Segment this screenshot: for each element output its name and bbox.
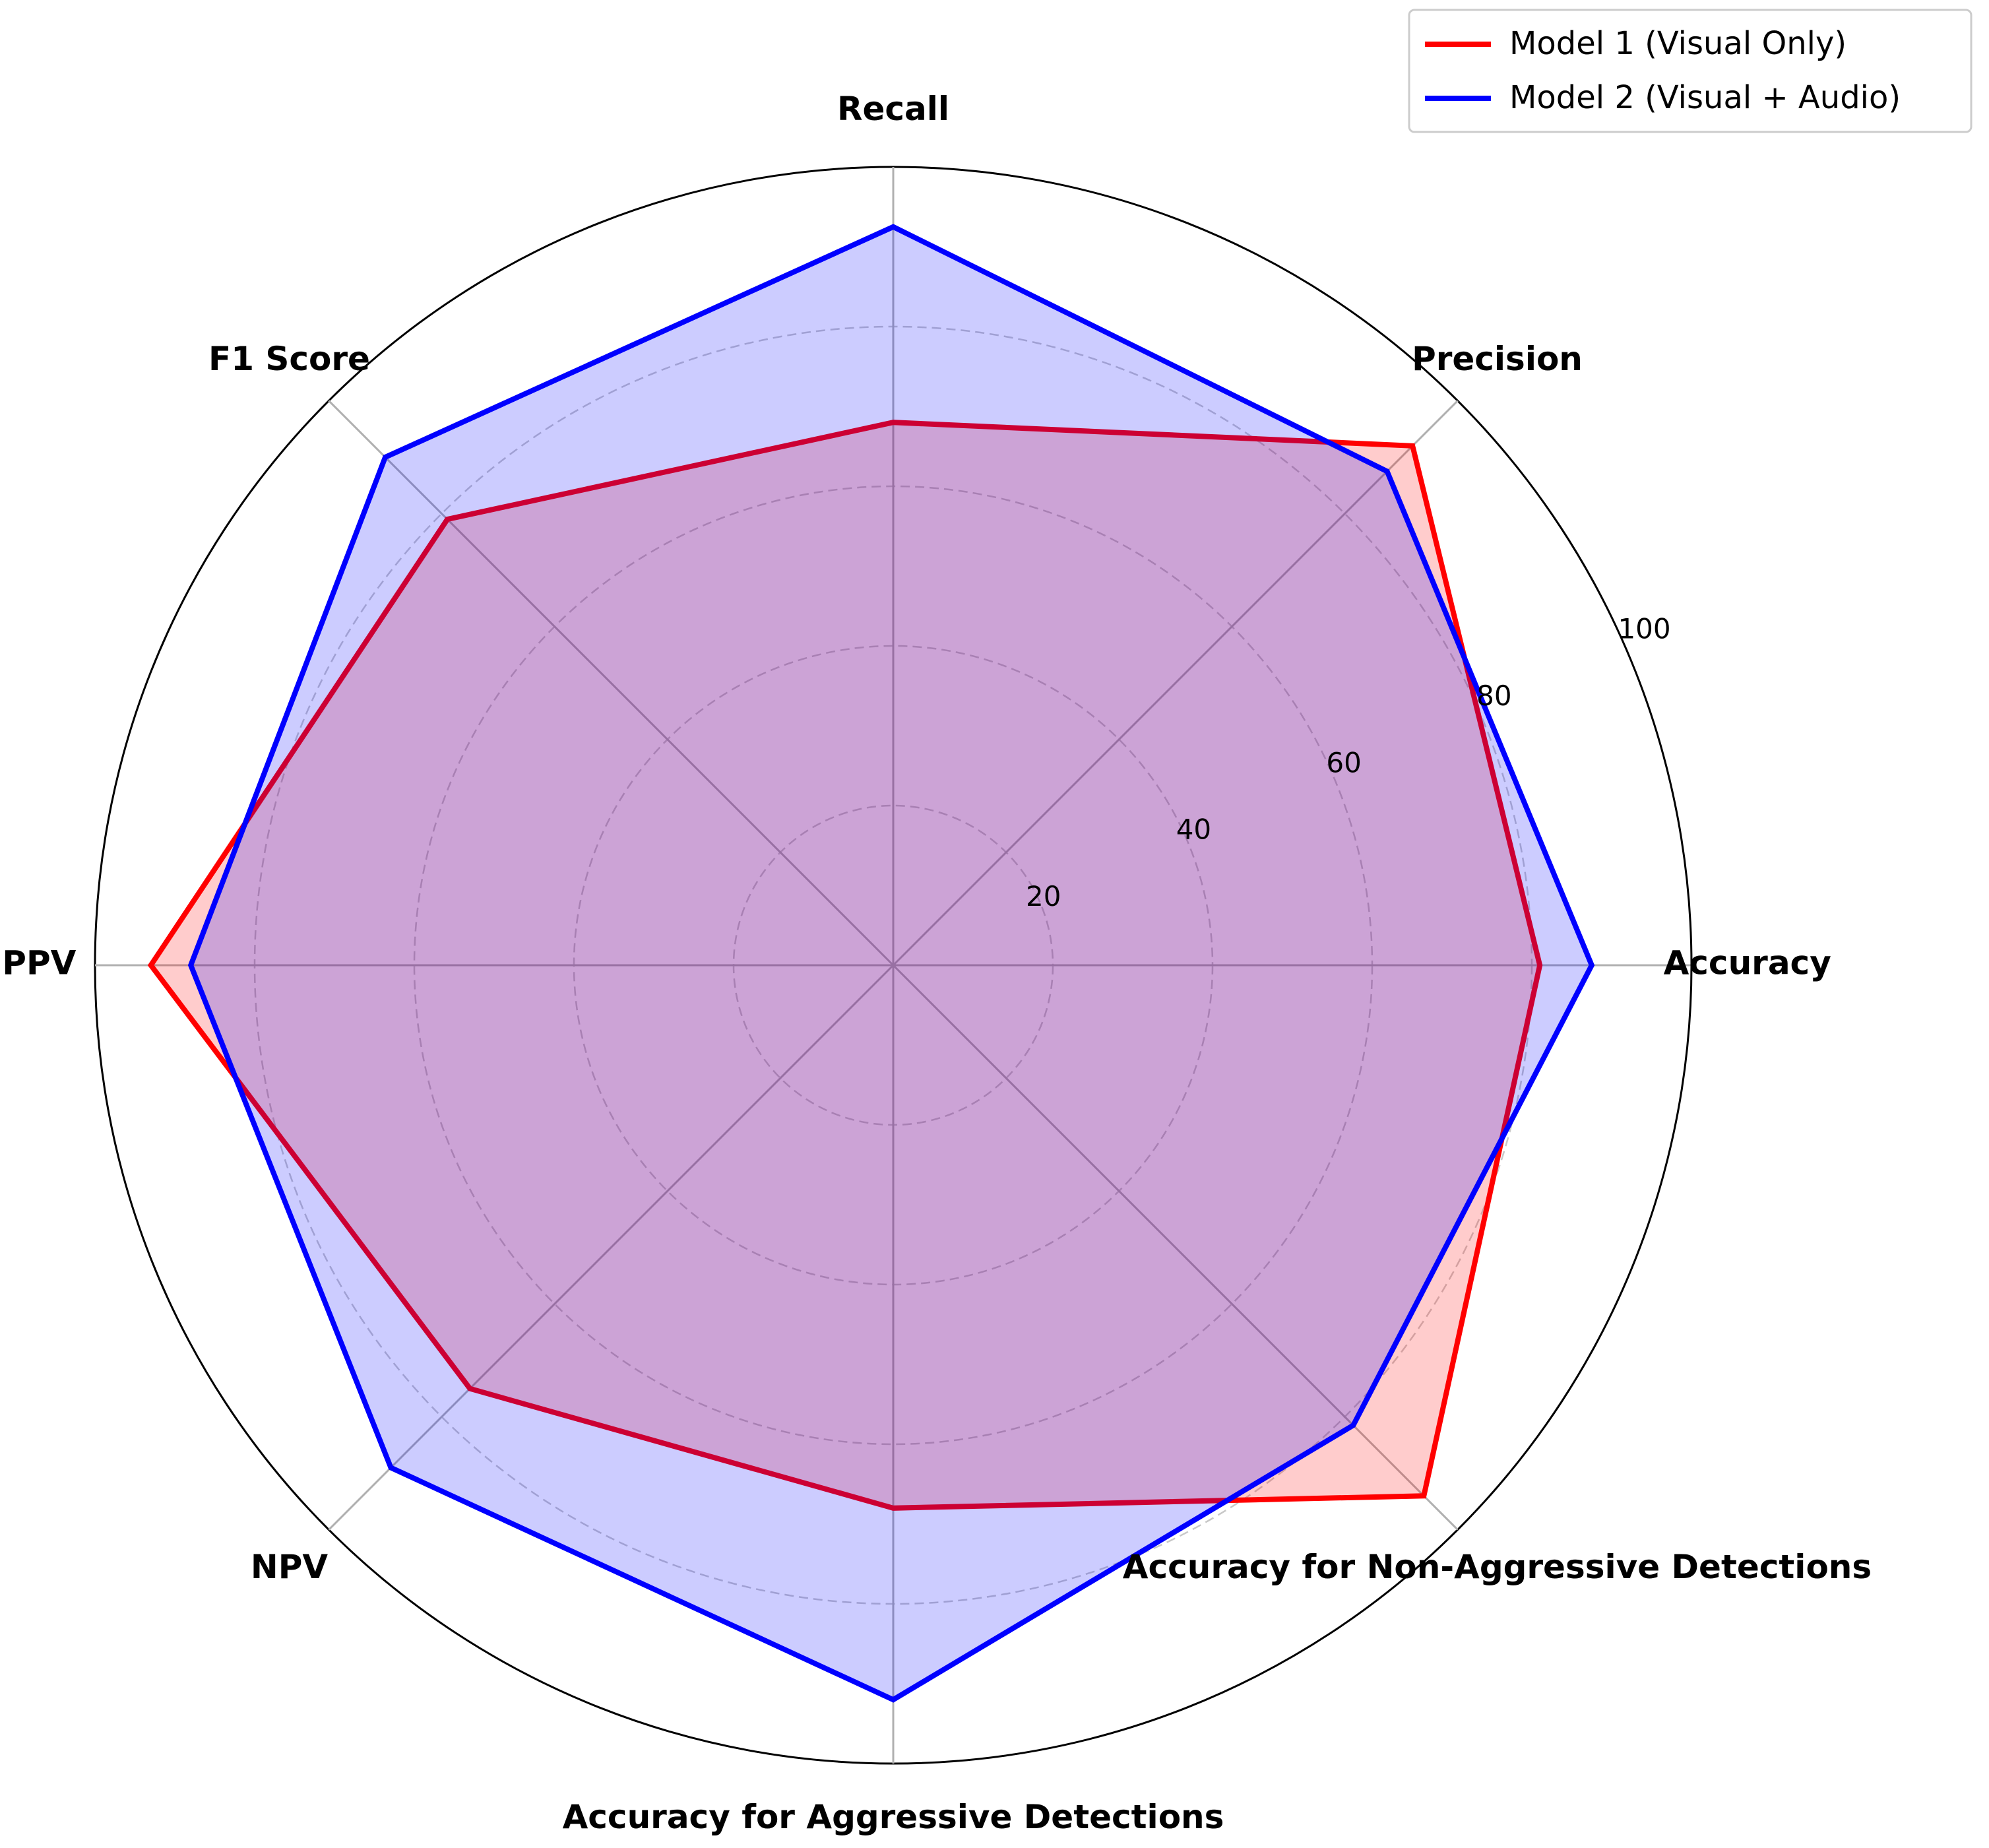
series-area [191,226,1592,1700]
r-tick-label: 40 [1176,813,1211,846]
category-label: Precision [1412,340,1583,378]
category-label: Recall [837,90,949,128]
spoke [328,400,895,967]
r-tick-label: 80 [1476,680,1511,712]
category-label: PPV [2,944,76,982]
legend: Model 1 (Visual Only) Model 2 (Visual + A… [1408,9,1973,133]
series-area [150,422,1540,1508]
category-label: Accuracy for Non-Aggressive Detections [1123,1548,1872,1586]
spoke [892,964,1459,1531]
category-label: F1 Score [208,340,370,378]
spoke [892,400,1459,967]
series-line [187,224,1595,1703]
category-label: Accuracy for Aggressive Detections [563,1798,1224,1836]
legend-label: Model 2 (Visual + Audio) [1509,79,1901,116]
spoke [328,964,895,1531]
series-line [147,420,1543,1511]
r-tick-label: 20 [1026,880,1061,912]
legend-label: Model 1 (Visual Only) [1509,25,1847,62]
r-tick-label: 60 [1326,746,1361,779]
category-label: Accuracy [1664,944,1831,982]
category-label: NPV [251,1548,328,1586]
r-tick-label: 100 [1618,613,1670,645]
legend-box [1408,9,1973,133]
